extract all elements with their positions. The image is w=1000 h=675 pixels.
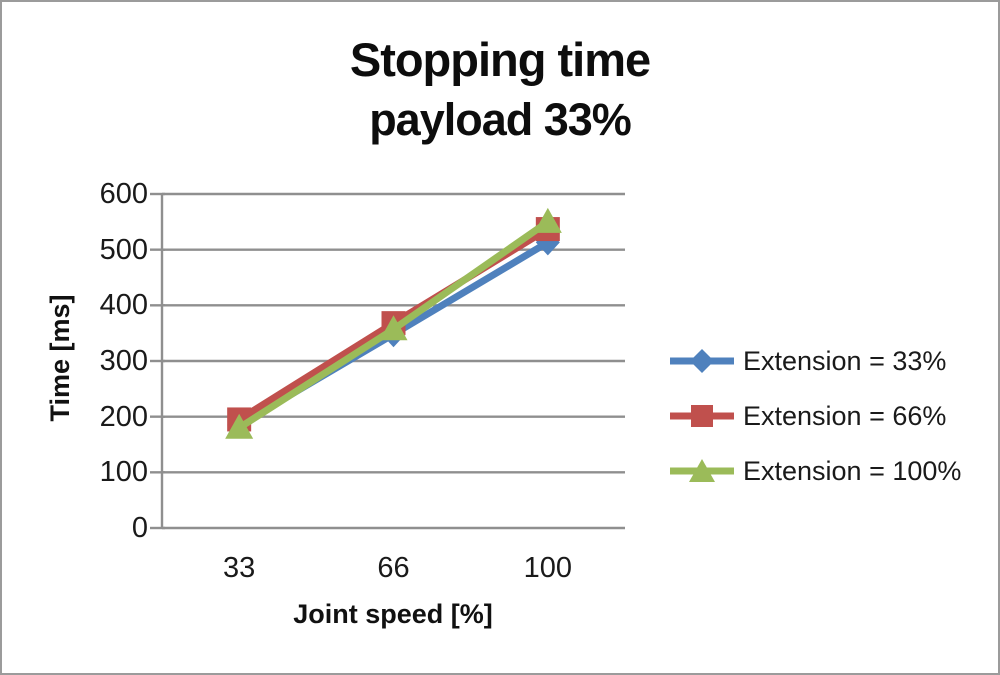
legend-label: Extension = 66% [743,400,947,431]
plot-area [150,192,625,530]
data-point-marker [225,413,254,439]
legend-item: Extension = 66% [670,401,961,431]
y-tick-label: 0 [131,512,148,544]
x-axis-title: Joint speed [%] [293,599,493,629]
legend-label: Extension = 33% [743,345,947,376]
y-tick-label: 600 [99,178,148,210]
diamond-marker-icon [670,349,734,373]
chart-subtitle: payload 33% [369,94,632,145]
x-tick-label: 66 [377,552,410,584]
legend-item: Extension = 100% [670,456,961,486]
square-marker-icon [670,405,734,427]
y-tick-label: 500 [99,233,148,266]
y-tick-label: 200 [99,400,148,433]
y-tick-label: 300 [99,345,148,377]
data-point-marker [379,315,408,341]
triangle-marker-icon [670,459,734,482]
y-tick-label: 400 [99,289,148,322]
legend-item: Extension = 33% [670,346,961,376]
x-tick-label: 100 [523,552,573,584]
data-point-marker [533,207,562,233]
legend: Extension = 33% Extension = 66% Extension … [670,346,961,511]
y-tick-label: 100 [99,456,148,489]
x-tick-label: 33 [223,552,256,584]
chart-title: Stopping time [349,33,651,86]
legend-label: Extension = 100% [743,455,962,486]
